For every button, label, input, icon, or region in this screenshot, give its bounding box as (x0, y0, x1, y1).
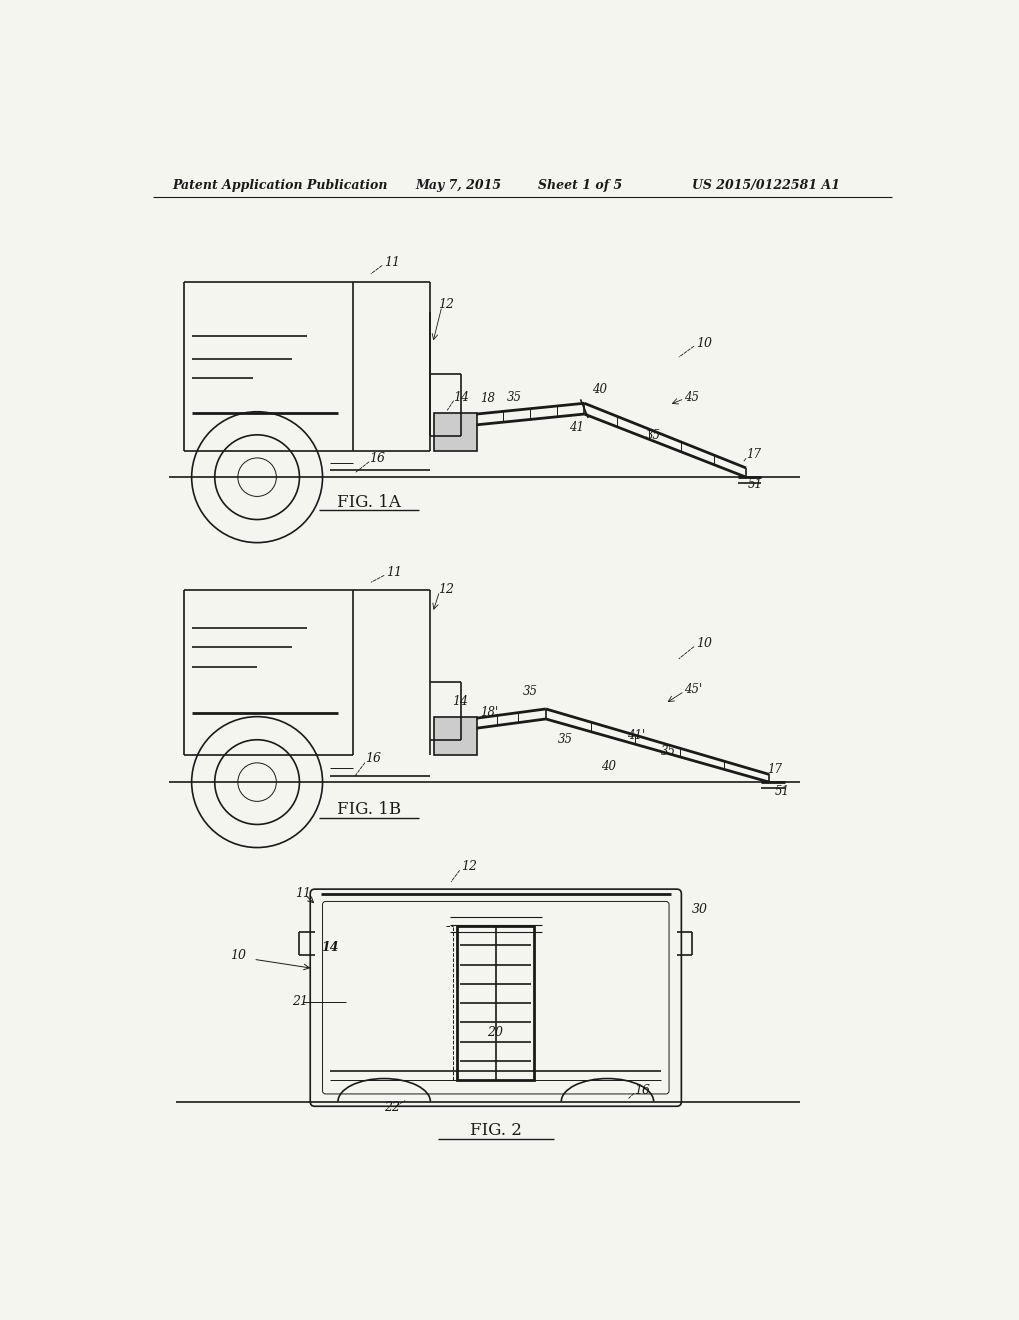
Text: 10: 10 (230, 949, 246, 962)
Text: FIG. 2: FIG. 2 (470, 1122, 522, 1139)
Bar (457, 927, 534, 1080)
Text: Patent Application Publication: Patent Application Publication (172, 178, 387, 191)
Text: 21: 21 (291, 995, 308, 1008)
Text: US 2015/0122581 A1: US 2015/0122581 A1 (692, 178, 840, 191)
Text: 22: 22 (384, 1101, 399, 1114)
Text: 14: 14 (321, 941, 338, 954)
Text: 14: 14 (453, 391, 469, 404)
Text: 10: 10 (695, 638, 711, 649)
Text: 12: 12 (437, 583, 453, 597)
Text: 14: 14 (451, 694, 468, 708)
Text: 40: 40 (601, 760, 615, 774)
Text: 35: 35 (645, 429, 660, 442)
Text: 12: 12 (437, 298, 453, 312)
Text: 17: 17 (745, 449, 760, 462)
Text: 51: 51 (747, 478, 762, 491)
Text: FIG. 1B: FIG. 1B (336, 800, 400, 817)
Text: FIG. 1A: FIG. 1A (336, 494, 400, 511)
Text: 18: 18 (480, 392, 495, 405)
Text: Sheet 1 of 5: Sheet 1 of 5 (538, 178, 622, 191)
Text: 35: 35 (660, 744, 676, 758)
Bar (434, 717, 476, 755)
Text: 45': 45' (684, 684, 702, 696)
Text: 35: 35 (522, 685, 537, 698)
Text: 20: 20 (486, 1026, 502, 1039)
Text: May 7, 2015: May 7, 2015 (415, 178, 500, 191)
Text: 18': 18' (480, 706, 498, 719)
Text: 10: 10 (695, 337, 711, 350)
Bar (434, 412, 476, 451)
Text: 11: 11 (384, 256, 399, 269)
Text: 51: 51 (773, 785, 789, 797)
Text: 41: 41 (569, 421, 583, 434)
Text: 40: 40 (591, 383, 606, 396)
Text: 45: 45 (684, 391, 699, 404)
Text: 11: 11 (296, 887, 311, 900)
Text: 35: 35 (556, 733, 572, 746)
Text: 30: 30 (692, 903, 707, 916)
Text: 35: 35 (506, 391, 522, 404)
Text: 12: 12 (461, 861, 477, 874)
Text: 41': 41' (626, 730, 644, 742)
Text: 16: 16 (365, 752, 380, 766)
Text: 11: 11 (386, 566, 403, 579)
Text: 16: 16 (634, 1084, 650, 1097)
Text: 17: 17 (766, 763, 782, 776)
Text: 16: 16 (369, 453, 384, 465)
